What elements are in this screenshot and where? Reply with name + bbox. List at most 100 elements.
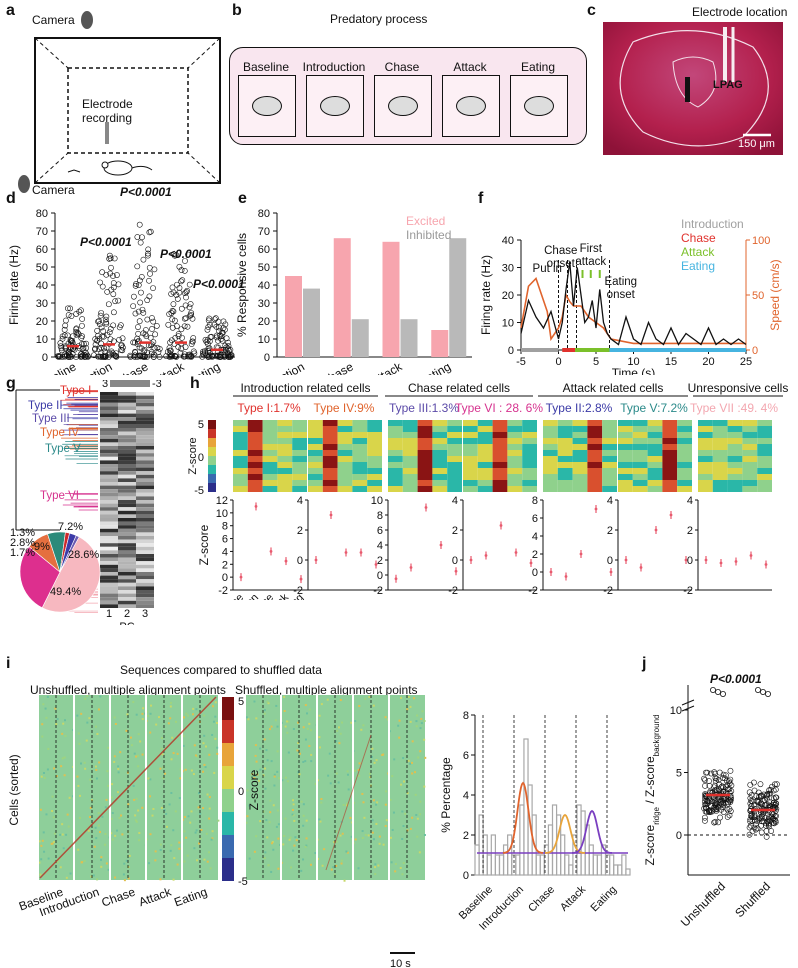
data-point [767, 790, 774, 797]
pc-heatmap-cell [100, 482, 118, 486]
mean-point [374, 563, 378, 566]
heatmap-cell [247, 480, 263, 486]
colorbar-segment [222, 743, 234, 766]
noise-dot [86, 721, 89, 724]
noise-dot [415, 725, 418, 728]
noise-dot [375, 759, 378, 762]
heatmap-cell [587, 420, 603, 426]
heatmap-cell [522, 462, 537, 468]
x-tick-label: -5 [516, 356, 526, 368]
noise-dot [264, 851, 267, 854]
pc-heatmap-cell [136, 543, 154, 547]
noise-dot [407, 759, 410, 762]
pc-heatmap-cell [136, 420, 154, 425]
histogram-bar [478, 814, 484, 876]
heatmap-cell [507, 480, 523, 486]
mouse-icon [320, 96, 350, 116]
heatmap-cell [698, 474, 713, 480]
noise-dot [203, 734, 206, 737]
noise-dot [178, 847, 181, 850]
histogram-bar [564, 854, 570, 876]
data-point [67, 305, 74, 312]
heatmap-cell [447, 420, 462, 426]
chart-i-sequences: Cells (sorted)50-5Z-scoreBaselineIntrodu… [7, 695, 631, 968]
noise-dot [304, 760, 307, 763]
noise-dot [136, 754, 139, 757]
noise-dot [210, 838, 213, 841]
noise-dot [61, 757, 64, 760]
noise-dot [300, 869, 303, 872]
heatmap-cell [677, 468, 692, 474]
noise-dot [350, 835, 353, 838]
noise-dot [361, 837, 364, 840]
x-tick-label: Eating [417, 359, 453, 375]
heatmap-cell [388, 444, 403, 450]
data-point [168, 291, 175, 297]
pc-heatmap-cell [136, 575, 154, 580]
heatmap-cell [463, 486, 478, 492]
y-tick-label: 4 [297, 495, 303, 507]
heatmap-cell [367, 480, 382, 486]
heatmap-cell [647, 450, 663, 456]
noise-dot [183, 716, 186, 719]
mean-point [719, 561, 723, 565]
heatmap-cell [477, 438, 493, 444]
data-point [119, 347, 126, 354]
noise-dot [254, 754, 257, 757]
noise-dot [245, 716, 248, 719]
data-point [716, 781, 723, 788]
pc-heatmap-cell [118, 590, 136, 594]
data-point [134, 263, 141, 270]
heatmap-cell [388, 462, 403, 468]
noise-dot [104, 843, 107, 846]
noise-dot [169, 717, 172, 720]
data-point [70, 333, 76, 339]
noise-dot [41, 839, 44, 842]
y-tick-label: 2 [463, 830, 469, 842]
noise-dot [253, 774, 256, 777]
heatmap-cell [522, 486, 537, 492]
data-point [101, 345, 108, 352]
noise-dot [269, 811, 272, 814]
heatmap-cell [447, 486, 462, 492]
mean-point [454, 569, 458, 573]
colorbar-tick: -5 [238, 876, 248, 888]
noise-dot [277, 867, 280, 870]
heatmap-cell [522, 480, 537, 486]
noise-dot [326, 698, 329, 701]
noise-dot [76, 714, 79, 717]
noise-dot [113, 755, 116, 758]
noise-dot [168, 803, 171, 806]
data-point [63, 317, 69, 324]
data-point [140, 309, 147, 316]
heatmap-cell [477, 444, 493, 450]
heatmap-cell [698, 426, 713, 432]
heatmap-cell [367, 474, 382, 480]
noise-dot [375, 822, 378, 825]
pc-heatmap-cell [136, 456, 154, 461]
heatmap-cell [572, 486, 588, 492]
colorbar-segment [208, 474, 216, 483]
mean-point [469, 558, 473, 562]
noise-dot [171, 736, 174, 739]
data-point [172, 335, 179, 341]
colorbar-label: Z-score [188, 437, 199, 474]
noise-dot [59, 833, 62, 836]
noise-dot [283, 696, 286, 699]
noise-dot [170, 844, 173, 847]
pie-label: 1.3% [10, 527, 35, 539]
heatmap-cell [587, 480, 603, 486]
heatmap-cell [367, 450, 382, 456]
pc-heatmap-cell [136, 503, 154, 508]
heatmap-cell [492, 420, 508, 426]
noise-dot [193, 847, 196, 850]
data-point [179, 277, 186, 284]
heatmap-cell [292, 450, 307, 456]
noise-dot [208, 817, 211, 820]
data-point [707, 809, 714, 815]
y-tick-label: 0 [42, 352, 48, 364]
noise-dot [367, 834, 370, 837]
y-tick-label: 4 [532, 531, 538, 543]
data-point [147, 228, 154, 235]
heatmap-cell [402, 456, 418, 462]
